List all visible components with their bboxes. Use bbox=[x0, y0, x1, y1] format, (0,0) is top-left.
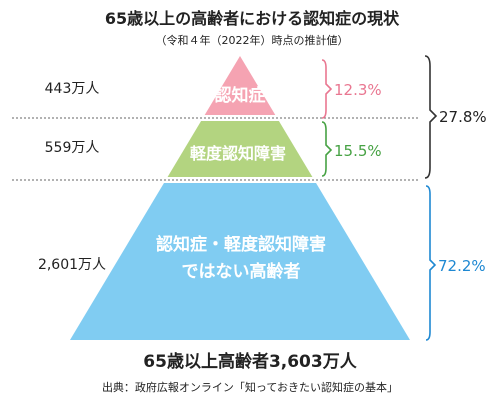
percent-label-other-elderly: 72.2% bbox=[438, 257, 486, 275]
count-label-other-elderly: 2,601万人 bbox=[38, 257, 106, 273]
pyramid-tier-dementia bbox=[204, 56, 276, 115]
pyramid-tier-mci bbox=[167, 121, 313, 177]
tier-label-mci: 軽度認知障害 bbox=[190, 144, 286, 163]
percent-brace-dementia bbox=[321, 59, 333, 119]
pyramid-tier-other-elderly bbox=[70, 183, 410, 340]
count-label-mci: 559万人 bbox=[45, 140, 100, 156]
combined-percent-label: 27.8% bbox=[439, 108, 487, 126]
source-label: 出典：政府広報オンライン「知っておきたい認知症の基本」 bbox=[102, 380, 398, 394]
diagram-title: 65歳以上の高齢者における認知症の現状 bbox=[105, 9, 400, 28]
percent-brace-other-elderly bbox=[425, 185, 437, 341]
percent-brace-mci bbox=[321, 121, 333, 177]
diagram-subtitle: （令和４年（2022年）時点の推計値） bbox=[156, 33, 349, 47]
total-label: 65歳以上高齢者3,603万人 bbox=[143, 351, 357, 372]
tier-label-other-elderly-line-2: ではない高齢者 bbox=[182, 261, 301, 282]
tier-label-dementia: 認知症 bbox=[215, 85, 266, 106]
combined-brace bbox=[424, 55, 438, 179]
percent-label-mci: 15.5% bbox=[334, 142, 382, 160]
tier-label-other-elderly-line-1: 認知症・軽度認知障害 bbox=[156, 234, 326, 255]
percent-label-dementia: 12.3% bbox=[334, 81, 382, 99]
count-label-dementia: 443万人 bbox=[45, 81, 100, 97]
